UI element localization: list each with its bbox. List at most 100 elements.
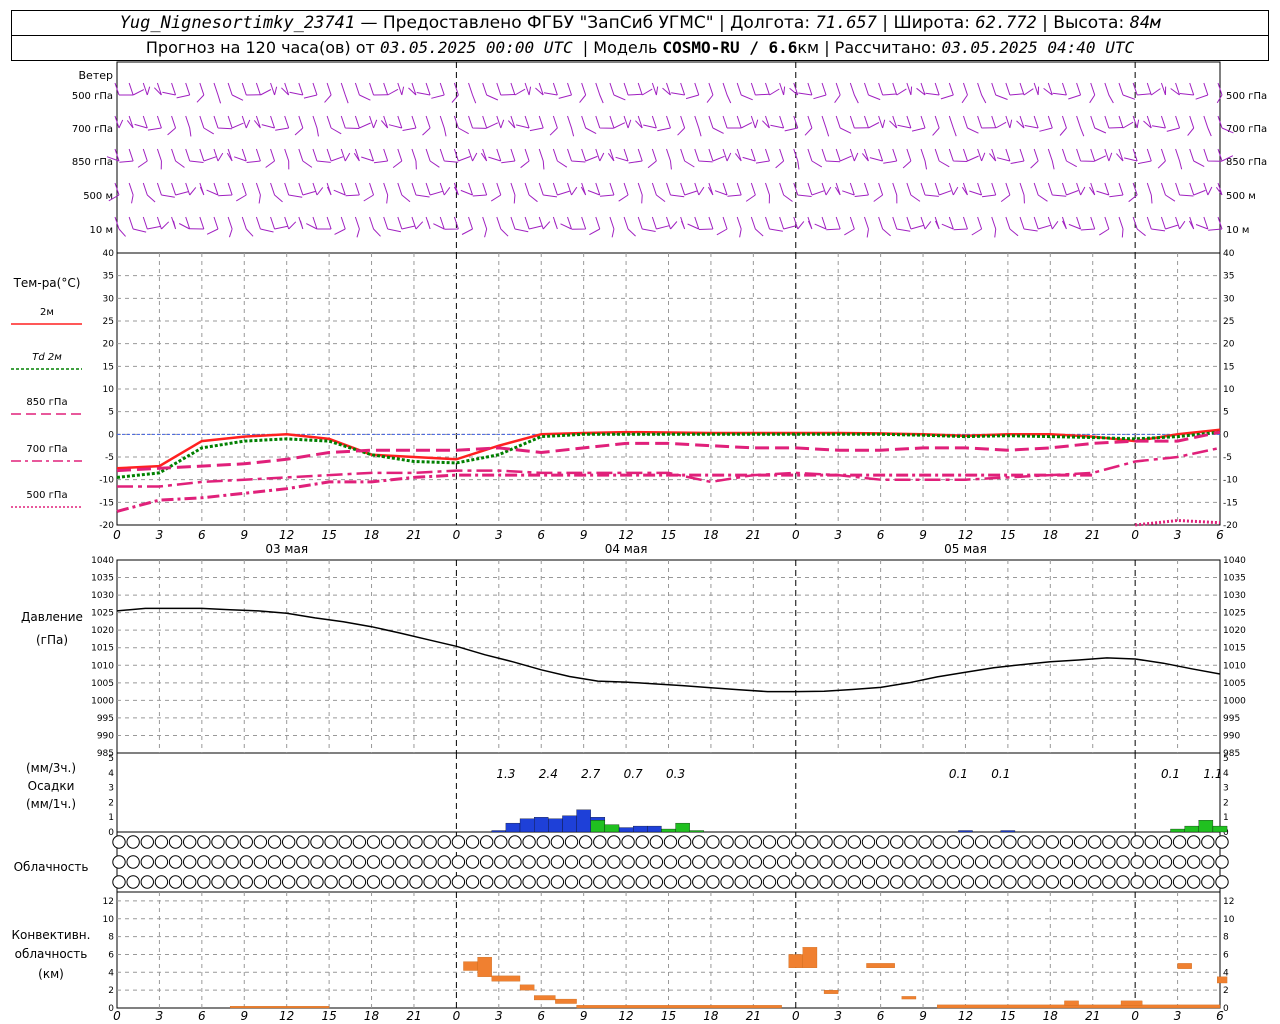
cloud-cover-symbol <box>126 875 140 889</box>
wind-barb <box>114 216 126 237</box>
wind-barb <box>835 115 852 134</box>
cloud-cover-symbol <box>677 875 692 889</box>
wind-barb <box>490 182 502 202</box>
temp-tick-right: 5 <box>1223 408 1229 418</box>
cloud-cover-symbol <box>1215 855 1229 869</box>
wind-barb <box>755 148 770 164</box>
cloud-cover-symbol <box>734 855 748 869</box>
cloud-cover-symbol <box>380 875 395 889</box>
conv-hour-tick: 9 <box>240 1009 248 1023</box>
cloud-cover-symbol <box>409 855 423 869</box>
wind-barb <box>488 148 502 162</box>
wind-barb <box>844 216 855 236</box>
cloud-cover-symbol <box>1172 855 1187 869</box>
wind-barb <box>558 82 572 99</box>
wind-barb <box>496 115 505 129</box>
wind-barb <box>227 82 244 101</box>
cloud-cover-symbol <box>833 835 847 849</box>
wind-barb <box>199 115 215 135</box>
conv-cloud-layer <box>576 1005 782 1009</box>
cloud-cover-symbol <box>564 855 579 869</box>
wind-barb <box>326 182 332 196</box>
wind-barb <box>524 82 532 96</box>
pres-tick-left: 1030 <box>91 591 114 601</box>
wind-barb <box>628 148 643 164</box>
cloud-cover-symbol <box>550 835 565 849</box>
cloud-cover-symbol <box>847 875 862 889</box>
wind-barb <box>934 216 940 230</box>
cloud-cover-symbol <box>706 855 720 869</box>
cloud-cover-symbol <box>989 835 1003 849</box>
cloud-cover-symbol <box>324 855 338 869</box>
cloud-cover-symbol <box>352 835 367 849</box>
conv-cloud-layer <box>901 996 917 1000</box>
conv-tick-right: 2 <box>1223 986 1229 996</box>
wind-barb <box>128 82 145 96</box>
cloud-cover-symbol <box>352 875 367 889</box>
cloud-cover-symbol <box>663 855 678 869</box>
wind-barb <box>1061 182 1079 196</box>
wind-barb <box>807 216 813 230</box>
wind-barb <box>510 216 529 233</box>
temp-hour-tick: 12 <box>958 528 973 542</box>
model-name: COSMO-RU / 6.6 <box>662 38 798 57</box>
cloud-cover-symbol <box>974 855 989 869</box>
wind-barb <box>1039 115 1053 132</box>
prec-tick-right: 2 <box>1223 798 1229 808</box>
temp-hour-tick: 6 <box>198 528 206 542</box>
cloud-cover-symbol <box>564 875 579 889</box>
cloud-cover-symbol <box>578 855 593 869</box>
precip-bar-largescale <box>604 824 620 833</box>
wind-barb <box>213 82 222 104</box>
cloud-cover-symbol <box>762 875 777 889</box>
wind-barb <box>218 182 233 197</box>
cloud-cover-symbol <box>536 855 550 869</box>
cloud-cover-symbol <box>833 855 847 869</box>
wind-barb <box>666 148 672 170</box>
wind-barb <box>869 148 884 162</box>
wind-barb <box>750 115 759 129</box>
cloud-cover-symbol <box>621 875 635 889</box>
pres-tick-right: 985 <box>1223 749 1240 759</box>
wind-barb <box>989 148 997 162</box>
wind-barb <box>422 115 431 136</box>
wind-barb <box>1216 82 1223 104</box>
cloud-cover-symbol <box>1017 875 1031 889</box>
wind-barb <box>227 216 233 238</box>
wind-barb <box>961 182 968 196</box>
cloud-cover-symbol <box>140 835 154 849</box>
wind-barb <box>873 182 884 202</box>
conv-tick-left: 12 <box>103 897 114 907</box>
temp-hour-tick: 6 <box>537 528 545 542</box>
cloud-cover-symbol <box>720 835 734 849</box>
cloud-cover-symbol <box>1031 875 1045 889</box>
wind-barb <box>1179 82 1195 96</box>
wind-barb <box>941 216 954 230</box>
conv-hour-tick: 0 <box>113 1009 121 1023</box>
prec-unit-1h: (мм/1ч.) <box>26 797 76 811</box>
wind-barb <box>889 115 898 129</box>
cloud-cover-symbol <box>748 875 763 889</box>
wind-barb <box>953 216 968 231</box>
cloud-cover-symbol <box>1172 875 1187 889</box>
temp-legend-label: 500 гПа <box>26 490 67 501</box>
temp-tick-right: -5 <box>1223 453 1232 463</box>
wind-barb <box>397 82 405 96</box>
cloud-cover-symbol <box>239 855 253 869</box>
wind-barb <box>1175 216 1186 230</box>
wind-barb <box>694 115 702 137</box>
wind-barb <box>789 82 799 96</box>
wind-barb <box>735 148 742 162</box>
wind-barb <box>934 182 952 196</box>
wind-barb <box>397 216 416 230</box>
cloud-cover-symbol <box>946 855 961 869</box>
wind-barb <box>651 82 659 96</box>
cloud-cover-symbol <box>1059 875 1074 889</box>
conv-cloud-layer <box>463 961 478 971</box>
temp-hour-tick: 3 <box>834 528 842 542</box>
wind-barb <box>1217 115 1234 134</box>
wind-barb <box>411 216 424 230</box>
computed-time: 03.05.2025 04:40 UTC <box>941 38 1135 57</box>
wind-barb <box>1124 148 1138 162</box>
precip-bar-convective <box>534 817 549 833</box>
